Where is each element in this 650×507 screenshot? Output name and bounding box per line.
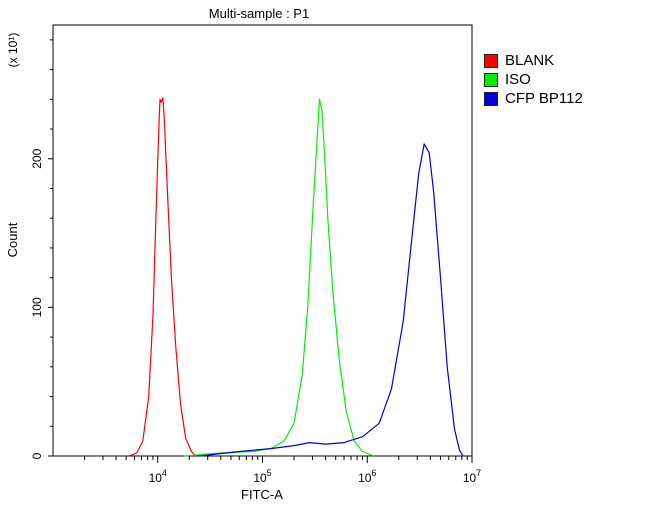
legend-item-cfp-bp112: CFP BP112 bbox=[484, 89, 583, 108]
x-tick-label: 106 bbox=[358, 468, 376, 485]
legend: BLANK ISO CFP BP112 bbox=[484, 51, 583, 108]
legend-label-iso: ISO bbox=[505, 71, 531, 88]
x-axis-label: FITC-A bbox=[241, 487, 283, 502]
x-tick-label: 107 bbox=[463, 468, 481, 485]
legend-label-cfp-bp112: CFP BP112 bbox=[505, 90, 583, 107]
series-line-blank bbox=[128, 97, 197, 457]
legend-item-iso: ISO bbox=[484, 70, 583, 89]
y-axis: 0 100 200 bbox=[30, 39, 53, 459]
legend-swatch-iso bbox=[484, 72, 498, 87]
x-axis: 104 105 106 107 bbox=[84, 456, 481, 485]
legend-item-blank: BLANK bbox=[484, 51, 583, 70]
y-multiplier-label: (x 10¹) bbox=[6, 33, 20, 68]
series-line-iso bbox=[184, 98, 374, 457]
y-tick-label: 0 bbox=[30, 452, 44, 459]
series-line-cfp-bp112 bbox=[199, 143, 464, 457]
legend-label-blank: BLANK bbox=[505, 52, 555, 69]
y-tick-label: 100 bbox=[30, 297, 44, 317]
y-axis-label: Count bbox=[5, 222, 20, 257]
chart-title: Multi-sample : P1 bbox=[209, 6, 309, 21]
x-tick-label: 104 bbox=[149, 468, 167, 485]
series-layer bbox=[128, 97, 464, 457]
x-tick-label: 105 bbox=[253, 468, 271, 485]
y-tick-label: 200 bbox=[30, 148, 44, 168]
legend-swatch-cfp-bp112 bbox=[484, 91, 498, 106]
plot-frame bbox=[52, 24, 473, 457]
legend-swatch-blank bbox=[484, 53, 498, 68]
